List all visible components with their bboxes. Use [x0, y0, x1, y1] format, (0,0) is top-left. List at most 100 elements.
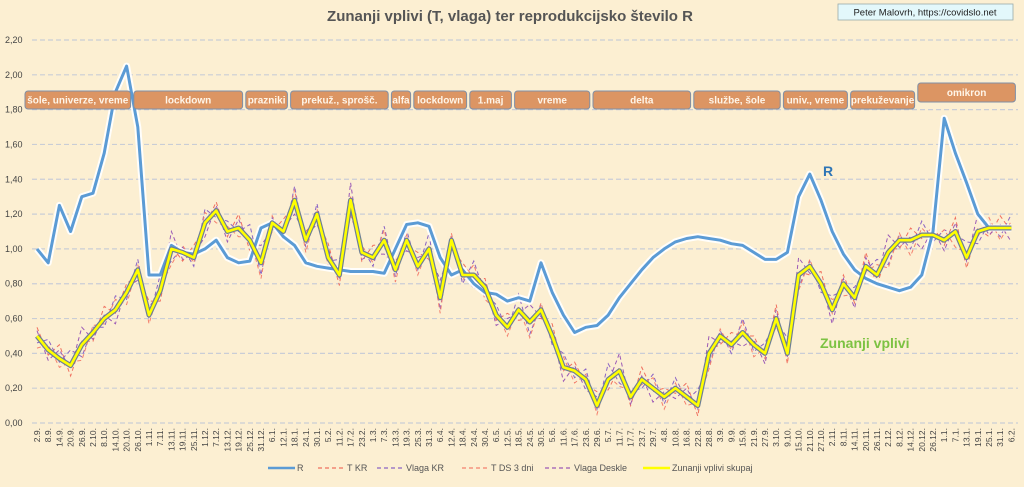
x-tick-label: 8.11.	[838, 428, 848, 446]
y-tick-label: 1,40	[5, 174, 23, 184]
x-tick-label: 19.11.	[178, 428, 188, 451]
x-tick-label: 31.3.	[424, 428, 434, 447]
x-tick-label: 29.7.	[648, 428, 658, 447]
x-tick-label: 30.4.	[480, 428, 490, 447]
x-tick-label: 31.12.	[256, 428, 266, 452]
x-tick-label: 17.6.	[570, 428, 580, 447]
x-tick-label: 5.7.	[603, 428, 613, 442]
y-tick-label: 1,80	[5, 105, 23, 115]
x-tick-label: 4.8.	[659, 428, 669, 442]
x-tick-label: 1.11.	[144, 428, 154, 446]
chart-title: Zunanji vplivi (T, vlaga) ter reprodukci…	[327, 8, 693, 25]
x-tick-label: 28.8.	[704, 428, 714, 447]
x-tick-label: 25.12.	[245, 428, 255, 452]
annotation-label: lockdown	[165, 96, 211, 107]
x-tick-label: 20.9.	[66, 428, 76, 447]
legend-item: Zunanji vplivi skupaj	[643, 463, 753, 473]
legend-label: Vlaga Deskle	[574, 463, 627, 473]
x-tick-label: 13.3.	[390, 428, 400, 447]
x-tick-label: 10.8.	[670, 428, 680, 447]
annotation-label: 1.maj	[478, 96, 504, 107]
x-tick-label: 14.11.	[850, 428, 860, 451]
x-tick-label: 15.10.	[794, 428, 804, 452]
annotation-label: omikron	[947, 88, 986, 99]
x-tick-label: 25.3.	[413, 428, 423, 447]
x-tick-label: 24.1.	[301, 428, 311, 447]
annotation-label: vreme	[537, 96, 567, 107]
x-tick-label: 27.9.	[760, 428, 770, 447]
x-tick-label: 7.12.	[211, 428, 221, 447]
legend-label: R	[297, 463, 304, 473]
y-tick-label: 1,00	[5, 244, 23, 254]
annotation-box: alfa	[390, 90, 412, 110]
x-tick-label: 9.10.	[782, 428, 792, 447]
x-tick-label: 14.9.	[54, 428, 64, 447]
annotation-box: lockdown	[133, 90, 244, 110]
x-tick-label: 6.1.	[267, 428, 277, 442]
x-tick-label: 8.9.	[43, 428, 53, 442]
x-tick-label: 5.6.	[547, 428, 557, 442]
x-tick-label: 29.6.	[592, 428, 602, 447]
x-tick-label: 21.9.	[749, 428, 759, 447]
x-tick-label: 14.12.	[906, 428, 916, 452]
legend-label: T KR	[347, 463, 368, 473]
x-tick-label: 8.10.	[99, 428, 109, 447]
x-tick-label: 20.11.	[861, 428, 871, 451]
annotation-label: lockdown	[417, 96, 463, 107]
x-tick-label: 1.12.	[200, 428, 210, 447]
line-label: R	[823, 163, 833, 179]
annotation-label: službe, šole	[709, 96, 766, 107]
x-tick-label: 11.6.	[558, 428, 568, 446]
x-tick-label: 30.1.	[312, 428, 322, 447]
y-axis: 0,00 0,20 0,40 0,60 0,80 1,00 1,20 1,40 1,60 1,80…	[5, 35, 23, 428]
annotation-box: službe, šole	[693, 90, 781, 110]
x-tick-label: 11.2.	[334, 428, 344, 446]
x-tick-label: 26.11.	[872, 428, 882, 451]
x-tick-label: 2.10.	[88, 428, 98, 447]
x-tick-label: 24.4.	[469, 428, 479, 447]
x-tick-label: 8.12.	[894, 428, 904, 447]
x-tick-label: 12.5.	[502, 428, 512, 447]
annotation-box: delta	[592, 90, 692, 110]
annotation-rect	[413, 90, 468, 110]
x-tick-label: 26.10.	[133, 428, 143, 452]
legend-item: T DS 3 dni	[462, 463, 533, 473]
x-tick-label: 2.9.	[32, 428, 42, 442]
y-tick-label: 0,40	[5, 348, 23, 358]
credit-text: Peter Malovrh, https://covidslo.net	[853, 8, 996, 19]
y-tick-label: 2,20	[5, 35, 23, 45]
y-tick-label: 0,60	[5, 314, 23, 324]
x-tick-label: 18.5.	[514, 428, 524, 447]
legend: R T KR Vlaga KR T DS 3 dni Vlaga Deskle Zunan…	[268, 463, 753, 473]
x-tick-label: 20.12.	[917, 428, 927, 452]
annotation-label: alfa	[392, 96, 410, 107]
x-tick-label: 1.3.	[368, 428, 378, 442]
annotation-label: univ., vreme	[787, 96, 845, 107]
x-tick-label: 12.1.	[278, 428, 288, 447]
annotation-label: prekuževanje	[851, 96, 915, 107]
legend-item: Vlaga KR	[377, 463, 445, 473]
x-tick-label: 18.1.	[290, 428, 300, 447]
series-lines	[34, 62, 1012, 417]
annotation-box: prazniki	[245, 90, 288, 110]
x-tick-label: 7.3.	[379, 428, 389, 442]
x-tick-label: 31.1.	[995, 428, 1005, 447]
x-tick-label: 7.11.	[155, 428, 165, 446]
annotation-rect	[592, 90, 692, 110]
annotation-rect	[917, 82, 1016, 103]
x-tick-label: 13.12.	[222, 428, 232, 452]
y-tick-label: 1,60	[5, 139, 23, 149]
y-tick-label: 0,20	[5, 383, 23, 393]
x-tick-label: 14.10.	[110, 428, 120, 452]
legend-label: T DS 3 dni	[491, 463, 533, 473]
x-tick-label: 3.10.	[771, 428, 781, 447]
x-tick-label: 25.11.	[189, 428, 199, 451]
annotation-rect	[469, 90, 512, 110]
line-labels: R Zunanji vplivi	[820, 163, 909, 351]
x-tick-label: 26.9.	[77, 428, 87, 447]
x-tick-label: 3.9.	[715, 428, 725, 442]
annotation-box: prekuž., sprošč.	[290, 90, 389, 110]
annotation-rect	[390, 90, 412, 110]
legend-item: Vlaga Deskle	[545, 463, 627, 473]
